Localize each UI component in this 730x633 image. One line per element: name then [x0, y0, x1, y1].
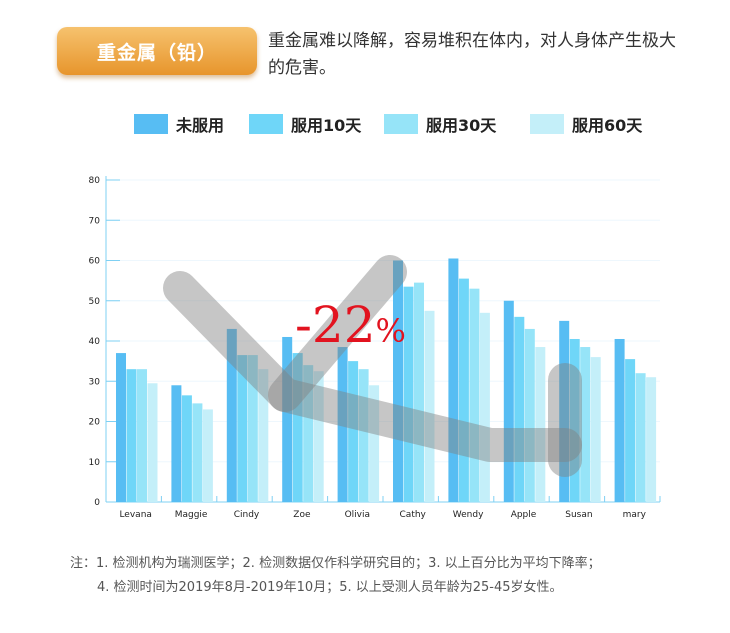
bar [625, 359, 636, 502]
x-tick-label: Susan [565, 510, 592, 520]
legend-item-untreated: 未服用 [134, 112, 224, 136]
bar [348, 361, 359, 502]
bar-chart: 0 10 20 30 40 50 60 70 80 Levana Maggie Cindy Zoe Oli… [89, 176, 661, 520]
bar [303, 365, 314, 502]
bar [226, 328, 237, 502]
bar [424, 310, 435, 502]
legend-item-10days: 服用10天 [249, 112, 361, 136]
x-tick-label: Apple [511, 510, 537, 520]
x-tick-label: Cindy [234, 510, 260, 520]
trend-arrow [163, 255, 582, 477]
bar [614, 338, 625, 502]
bar [635, 373, 646, 502]
y-tick-label: 30 [89, 377, 101, 387]
footnote-line-1: 注：1. 检测机构为瑞测医学；2. 检测数据仅作科学研究目的；3. 以上百分比为… [70, 556, 601, 571]
legend-swatch [384, 114, 418, 134]
footnote-line-2: 4. 检测时间为2019年8月-2019年10月；5. 以上受测人员年龄为25-… [97, 580, 563, 595]
bar [137, 369, 147, 502]
legend-label: 服用60天 [572, 116, 643, 135]
x-tick-label: Olivia [345, 510, 370, 520]
percent-sign: % [376, 312, 406, 350]
y-tick-label: 40 [89, 337, 101, 347]
percent-number: -22 [295, 296, 376, 354]
y-tick-label: 70 [89, 216, 101, 226]
bar [414, 282, 424, 502]
bar [192, 403, 203, 502]
x-tick-label: mary [623, 510, 647, 520]
bar [282, 336, 293, 502]
bar [147, 383, 158, 502]
bar [313, 371, 324, 502]
bar [337, 347, 348, 502]
bar [458, 278, 469, 502]
bar [448, 258, 459, 502]
section-description: 重金属难以降解，容易堆积在体内，对人身体产生极大的危害。 [268, 31, 676, 78]
y-tick-label: 0 [94, 498, 100, 508]
bar [292, 353, 303, 502]
footnote: 注：1. 检测机构为瑞测医学；2. 检测数据仅作科学研究目的；3. 以上百分比为… [70, 552, 601, 600]
legend-item-60days: 服用60天 [530, 112, 642, 136]
bar [181, 395, 192, 502]
x-tick-label: Wendy [453, 510, 484, 520]
bar [646, 377, 657, 502]
bar [171, 385, 182, 502]
bar [535, 347, 546, 502]
bar [580, 347, 591, 502]
bar [479, 312, 490, 502]
legend-swatch [249, 114, 283, 134]
y-tick-label: 50 [89, 297, 101, 307]
bar [590, 357, 601, 502]
legend-swatch [134, 114, 168, 134]
bar [514, 316, 525, 502]
y-tick-label: 20 [89, 418, 101, 428]
bar [559, 320, 570, 502]
legend-label: 服用30天 [426, 116, 497, 135]
trend-arrow-upper [268, 255, 407, 412]
legend-swatch [530, 114, 564, 134]
bar [569, 338, 580, 502]
x-tick-label: Levana [119, 510, 151, 520]
chart-bars [116, 258, 657, 502]
y-tick-label: 10 [89, 458, 101, 468]
x-tick-label: Maggie [175, 510, 208, 520]
bar [358, 369, 369, 502]
x-tick-label: Cathy [400, 510, 427, 520]
bar [369, 385, 380, 502]
trend-arrow-shaft [163, 271, 582, 462]
bar [258, 369, 269, 502]
percent-annotation: -22% [295, 296, 406, 354]
bar [469, 288, 480, 502]
bar [237, 355, 248, 502]
bar [524, 328, 535, 502]
bar [202, 409, 213, 502]
section-badge: 重金属（铅） [57, 27, 257, 75]
bar [393, 260, 403, 502]
y-tick-label: 80 [89, 176, 101, 186]
bar [116, 353, 126, 502]
x-tick-label: Zoe [293, 510, 311, 520]
bar [126, 369, 137, 502]
y-tick-label: 60 [89, 257, 101, 267]
legend-label: 服用10天 [291, 116, 362, 135]
legend-item-30days: 服用30天 [384, 112, 496, 136]
chart-legend: 未服用 服用10天 服用30天 服用60天 [0, 112, 730, 136]
bar [503, 300, 514, 502]
bar [403, 286, 414, 502]
legend-label: 未服用 [176, 116, 225, 135]
bar [247, 355, 258, 502]
